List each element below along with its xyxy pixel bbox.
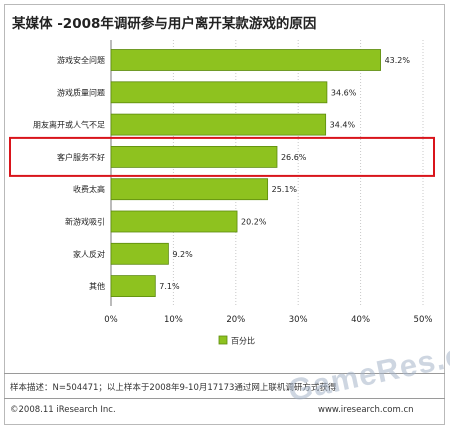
category-label: 游戏安全问题 — [57, 55, 105, 65]
bar — [110, 49, 381, 71]
bar — [110, 178, 269, 201]
bar — [110, 210, 238, 233]
bar — [110, 242, 169, 265]
value-label: 26.6% — [281, 153, 307, 162]
value-label: 20.2% — [241, 218, 267, 227]
x-tick-label: 20% — [226, 315, 245, 325]
category-label: 游戏质量问题 — [57, 87, 105, 97]
x-tick-label: 40% — [351, 315, 370, 325]
value-label: 25.1% — [272, 185, 298, 194]
value-label: 7.1% — [159, 282, 180, 291]
bar — [110, 113, 327, 136]
highlight-box — [9, 136, 435, 177]
footer-divider-bottom — [4, 398, 445, 399]
website-text: www.iresearch.com.cn — [318, 405, 414, 415]
value-label: 34.6% — [331, 88, 357, 97]
category-label: 客户服务不好 — [57, 152, 105, 162]
copyright-text: ©2008.11 iResearch Inc. — [10, 405, 116, 415]
category-label: 家人反对 — [73, 249, 105, 259]
sample-note: 样本描述：N=504471；以上样本于2008年9-10月17173通过网上联机… — [10, 383, 337, 393]
bar — [110, 81, 328, 104]
legend-label: 百分比 — [231, 336, 255, 346]
chart-title: 某媒体 -2008年调研参与用户离开某款游戏的原因 — [12, 16, 317, 32]
value-label: 43.2% — [385, 56, 411, 65]
legend-swatch — [218, 335, 228, 345]
bar — [110, 275, 156, 298]
x-tick-label: 30% — [289, 315, 308, 325]
footer-divider-top — [4, 373, 445, 374]
category-label: 其他 — [89, 281, 105, 291]
x-tick-label: 10% — [164, 315, 183, 325]
category-label: 收费太高 — [73, 184, 105, 194]
value-label: 34.4% — [330, 121, 356, 130]
category-label: 朋友离开或人气不足 — [33, 120, 105, 130]
x-tick-label: 0% — [104, 315, 118, 325]
bar — [110, 145, 278, 168]
value-label: 9.2% — [172, 250, 193, 259]
x-tick-label: 50% — [414, 315, 433, 325]
category-label: 新游戏吸引 — [65, 217, 105, 227]
